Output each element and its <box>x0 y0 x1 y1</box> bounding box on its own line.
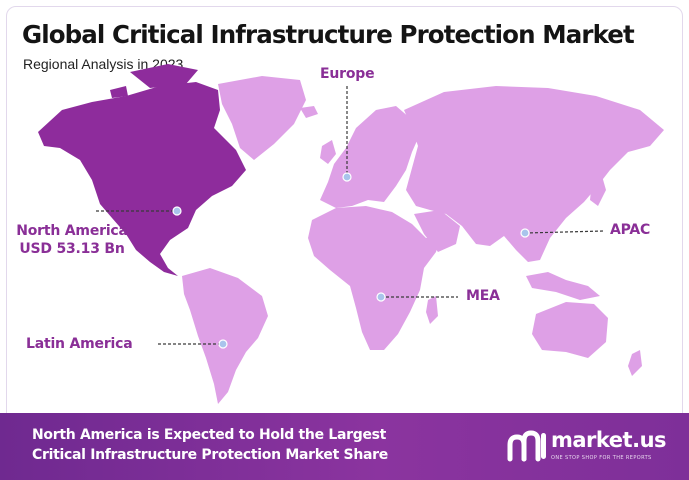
north-america-landmass <box>38 82 246 276</box>
banner-line-2: Critical Infrastructure Protection Marke… <box>32 447 388 463</box>
brand-mark-icon <box>507 430 546 462</box>
asia-landmass <box>404 86 664 262</box>
latin-america-landmass <box>182 268 268 404</box>
latin-america-label: Latin America <box>26 336 133 352</box>
north-america-label: North America USD 53.13 Bn <box>8 222 136 258</box>
footer-banner: North America is Expected to Hold the La… <box>0 413 689 480</box>
apac-leader-line <box>524 230 605 234</box>
brand-tagline: ONE STOP SHOP FOR THE REPORTS <box>551 455 652 461</box>
north-america-marker <box>172 206 182 216</box>
greenland-landmass <box>218 76 306 160</box>
europe-landmass <box>320 106 420 208</box>
page-title: Global Critical Infrastructure Protectio… <box>22 20 635 49</box>
north-america-name: North America <box>16 223 128 239</box>
madagascar-landmass <box>426 296 438 324</box>
japan-landmass <box>590 176 606 206</box>
mea-marker <box>376 292 386 302</box>
banner-line-1: North America is Expected to Hold the La… <box>32 427 387 443</box>
north-america-value: USD 53.13 Bn <box>19 241 125 257</box>
banner-message: North America is Expected to Hold the La… <box>32 425 492 465</box>
australia-landmass <box>532 302 608 358</box>
page-subtitle: Regional Analysis in 2023 <box>23 56 184 72</box>
latin-america-marker <box>218 339 228 349</box>
apac-marker <box>520 228 530 238</box>
brand-name: market.us <box>551 428 667 452</box>
arabia-landmass <box>414 210 460 252</box>
africa-landmass <box>308 206 440 350</box>
apac-label: APAC <box>610 222 651 238</box>
new-zealand-landmass <box>628 350 642 376</box>
southeast-asia-islands-landmass <box>526 272 600 300</box>
europe-marker <box>342 172 352 182</box>
arctic-islands-landmass <box>110 64 198 98</box>
uk-landmass <box>320 140 336 164</box>
mea-label: MEA <box>466 288 500 304</box>
iceland-landmass <box>300 106 318 118</box>
brand-logo: market.us ONE STOP SHOP FOR THE REPORTS <box>507 427 677 467</box>
europe-label: Europe <box>320 66 375 82</box>
